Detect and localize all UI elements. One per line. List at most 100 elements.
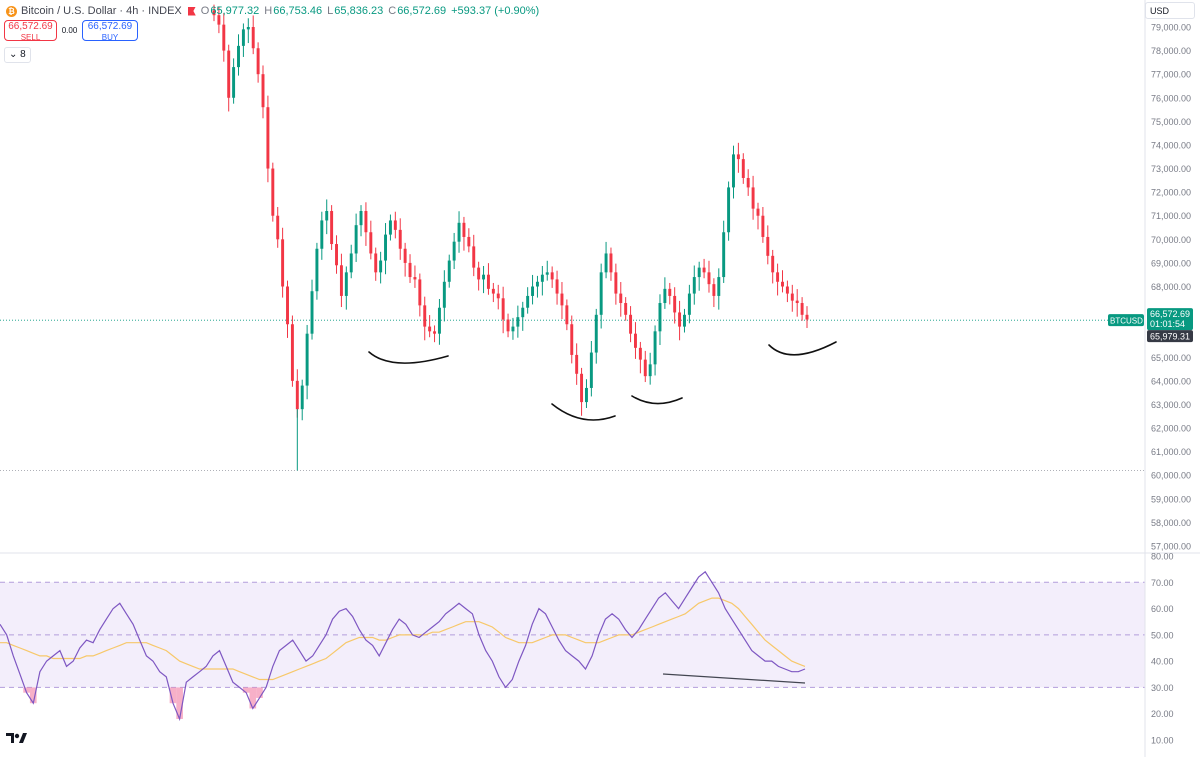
open-value: 65,977.32 xyxy=(210,5,260,17)
high-value: 66,753.46 xyxy=(273,5,323,17)
candle-body xyxy=(790,293,794,301)
buy-price: 66,572.69 xyxy=(87,21,133,32)
spread-value: 0.00 xyxy=(61,26,78,35)
candle-body xyxy=(330,211,334,245)
candle-body xyxy=(629,314,633,334)
price-tick-label: 57,000.00 xyxy=(1151,542,1191,552)
candle-body xyxy=(379,260,383,273)
candle-body xyxy=(437,307,441,334)
flag-icon[interactable] xyxy=(187,6,196,16)
candle-body xyxy=(795,300,799,304)
candle-body xyxy=(305,333,309,386)
change-value: +593.37 (+0.90%) xyxy=(451,5,540,17)
currency-select[interactable]: USD xyxy=(1145,2,1195,19)
candle-body xyxy=(697,267,701,278)
candle-body xyxy=(584,387,588,403)
candle-body xyxy=(241,29,245,46)
candle-body xyxy=(648,364,652,377)
candle-body xyxy=(663,288,667,304)
candle-body xyxy=(442,281,446,308)
candle-body xyxy=(374,253,378,273)
candle-body xyxy=(805,314,809,320)
rsi-oversold-fill xyxy=(256,687,263,698)
candle-body xyxy=(403,248,407,263)
trade-panel: 66,572.69 SELL 0.00 66,572.69 BUY xyxy=(4,20,138,42)
price-tick-label: 72,000.00 xyxy=(1151,188,1191,198)
rsi-oversold-fill xyxy=(29,687,37,704)
candle-body xyxy=(349,253,353,273)
indicators-toggle[interactable]: ⌄ 8 xyxy=(4,47,31,63)
candle-body xyxy=(800,303,804,315)
candle-body xyxy=(281,239,285,287)
price-tick-label: 60,000.00 xyxy=(1151,471,1191,481)
candle-body xyxy=(472,246,476,268)
drawing-curve-1 xyxy=(368,351,449,364)
candle-body xyxy=(692,277,696,294)
candle-body xyxy=(673,295,677,313)
candle-body xyxy=(482,274,486,280)
candle-body xyxy=(428,326,432,332)
candle-body xyxy=(246,27,250,30)
crosshair-price-badge xyxy=(1147,330,1193,343)
low-value: 65,836.23 xyxy=(334,5,384,17)
symbol-title[interactable]: Bitcoin / U.S. Dollar · 4h · INDEX xyxy=(21,5,182,17)
candle-body xyxy=(771,255,775,273)
high-key: H xyxy=(264,5,273,17)
buy-label: BUY xyxy=(101,33,119,42)
price-tick-label: 75,000.00 xyxy=(1151,117,1191,127)
chart-legend: ₿ Bitcoin / U.S. Dollar · 4h · INDEX O 65… xyxy=(6,4,544,18)
candle-body xyxy=(717,277,721,296)
tradingview-logo-icon[interactable] xyxy=(6,731,28,745)
candle-body xyxy=(516,317,520,327)
candle-body xyxy=(634,333,637,348)
candle-body xyxy=(295,380,299,410)
candle-body xyxy=(668,288,672,296)
price-tick-label: 78,000.00 xyxy=(1151,46,1191,56)
chevron-down-icon: ⌄ xyxy=(9,49,18,60)
candle-body xyxy=(462,222,466,237)
price-tick-label: 58,000.00 xyxy=(1151,518,1191,528)
sell-price: 66,572.69 xyxy=(8,21,53,32)
candle-body xyxy=(496,293,500,299)
price-tick-label: 64,000.00 xyxy=(1151,376,1191,386)
candle-body xyxy=(531,286,535,296)
candle-body xyxy=(369,232,373,254)
rsi-tick-label: 50.00 xyxy=(1151,630,1174,640)
candle-body xyxy=(732,154,735,188)
candlestick-series xyxy=(212,4,809,471)
candle-body xyxy=(467,236,471,247)
candle-body xyxy=(756,208,760,216)
candle-body xyxy=(256,48,260,75)
candle-body xyxy=(393,220,397,230)
candle-body xyxy=(227,50,231,98)
candle-body xyxy=(575,354,579,374)
candle-body xyxy=(643,359,647,377)
price-tick-label: 61,000.00 xyxy=(1151,447,1191,457)
sell-button[interactable]: 66,572.69 SELL xyxy=(4,20,57,42)
candle-body xyxy=(266,107,270,169)
low-key: L xyxy=(327,5,334,17)
candle-body xyxy=(619,293,623,304)
price-tick-label: 74,000.00 xyxy=(1151,140,1191,150)
rsi-tick-label: 80.00 xyxy=(1151,552,1174,562)
price-axis[interactable]: 57,000.00 58,000.00 59,000.00 60,000.00 61,0… xyxy=(1151,23,1191,746)
candle-body xyxy=(589,352,593,388)
candle-body xyxy=(776,272,780,282)
candle-body xyxy=(433,331,437,334)
candle-body xyxy=(741,159,745,178)
price-tick-label: 65,000.00 xyxy=(1151,353,1191,363)
candle-body xyxy=(486,274,490,289)
candle-body xyxy=(335,244,338,266)
countdown-label: 01:01:54 xyxy=(1150,319,1185,329)
symbol-badge-label: BTCUSD xyxy=(1110,317,1143,326)
candle-body xyxy=(418,279,422,306)
candle-body xyxy=(535,281,539,287)
candle-body xyxy=(751,187,755,209)
candle-body xyxy=(310,291,314,334)
drawing-curve-2 xyxy=(551,403,616,421)
drawing-curve-4 xyxy=(768,341,837,356)
candle-body xyxy=(599,272,603,315)
buy-button[interactable]: 66,572.69 BUY xyxy=(82,20,138,42)
